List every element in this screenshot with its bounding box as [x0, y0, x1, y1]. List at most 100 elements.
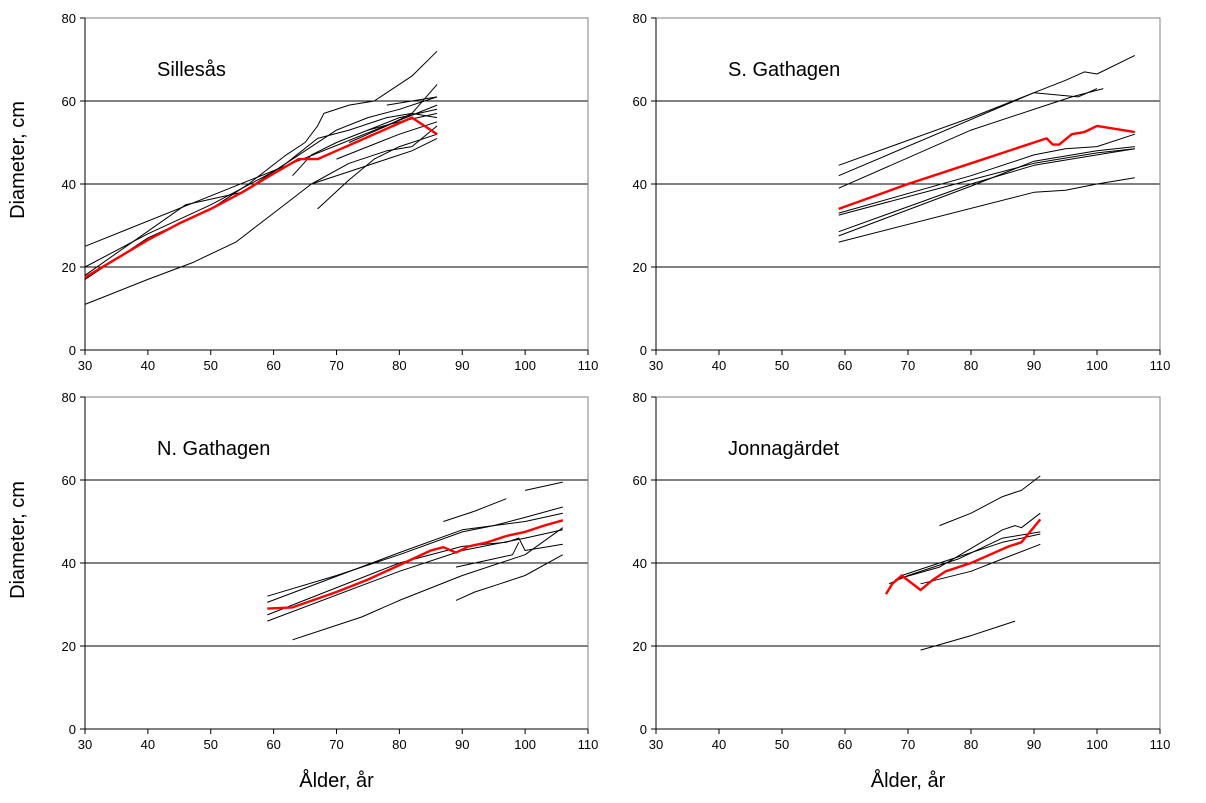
x-tick-label: 30 — [649, 358, 663, 373]
panel-title: Sillesås — [157, 59, 226, 81]
y-axis-title: Diameter, cm — [7, 481, 29, 599]
x-tick-label: 30 — [78, 358, 92, 373]
x-tick-label: 100 — [514, 358, 536, 373]
individual-series-line — [920, 620, 1016, 651]
individual-series-line — [84, 125, 438, 305]
individual-series-line — [838, 88, 1104, 189]
individual-series-line — [901, 533, 1041, 576]
x-tick-label: 70 — [329, 358, 343, 373]
individual-series-line — [267, 512, 563, 603]
y-tick-label: 60 — [633, 473, 647, 488]
individual-series-line — [838, 88, 1098, 177]
y-tick-label: 20 — [633, 639, 647, 654]
individual-series-line — [888, 531, 1041, 585]
individual-series-line — [267, 506, 563, 597]
x-tick-label: 100 — [1086, 737, 1108, 752]
y-tick-label: 0 — [69, 722, 76, 737]
y-tick-label: 40 — [633, 556, 647, 571]
x-tick-label: 80 — [964, 737, 978, 752]
x-tick-label: 100 — [1086, 358, 1108, 373]
individual-series-line — [920, 543, 1041, 585]
y-tick-label: 0 — [69, 343, 76, 358]
individual-series-line — [84, 96, 438, 268]
x-tick-label: 110 — [1150, 737, 1171, 752]
y-tick-label: 80 — [633, 390, 647, 405]
individual-series-line — [838, 54, 1136, 166]
panel-title: S. Gathagen — [728, 59, 840, 81]
x-tick-label: 50 — [775, 358, 789, 373]
x-tick-label: 40 — [141, 737, 155, 752]
chart-panel-2: 0 20 40 60 80 30 40 50 60 70 80 90 100 110 S. Gathagen — [633, 11, 1171, 373]
individual-series-line — [317, 133, 438, 210]
x-tick-label: 90 — [455, 737, 469, 752]
x-tick-label: 40 — [141, 358, 155, 373]
individual-series-line — [838, 148, 1135, 216]
x-tick-label: 60 — [838, 358, 852, 373]
individual-series-line — [336, 121, 438, 160]
individual-series-line — [838, 177, 1135, 243]
x-tick-label: 90 — [1027, 737, 1041, 752]
panel-title: N. Gathagen — [157, 438, 270, 460]
x-tick-label: 80 — [392, 358, 406, 373]
y-tick-label: 20 — [62, 260, 76, 275]
x-tick-label: 110 — [1150, 358, 1171, 373]
individual-series-line — [443, 498, 507, 522]
x-axis-title: Ålder, år — [871, 769, 946, 792]
individual-series-line — [838, 133, 1135, 214]
y-tick-label: 0 — [640, 343, 647, 358]
x-tick-label: 100 — [514, 737, 536, 752]
mean-series-line — [884, 518, 1042, 595]
individual-series-line — [838, 146, 1135, 237]
mean-series-line — [838, 124, 1135, 211]
x-tick-label: 40 — [712, 737, 726, 752]
individual-series-line — [367, 112, 438, 131]
individual-series-line — [838, 148, 1135, 233]
x-tick-label: 40 — [712, 358, 726, 373]
individual-series-line — [84, 104, 438, 247]
individual-series-line — [455, 542, 520, 568]
individual-series-line — [455, 554, 564, 601]
y-tick-label: 40 — [633, 177, 647, 192]
x-tick-label: 80 — [392, 737, 406, 752]
y-tick-label: 60 — [62, 94, 76, 109]
x-tick-label: 60 — [266, 358, 280, 373]
x-tick-label: 90 — [1027, 358, 1041, 373]
x-tick-label: 110 — [578, 358, 599, 373]
individual-series-line — [386, 96, 438, 106]
individual-series-line — [895, 512, 1041, 581]
y-tick-label: 20 — [62, 639, 76, 654]
x-tick-label: 80 — [964, 358, 978, 373]
y-tick-label: 40 — [62, 556, 76, 571]
x-tick-label: 70 — [901, 358, 915, 373]
individual-series-line — [348, 84, 438, 143]
y-tick-label: 40 — [62, 177, 76, 192]
x-tick-label: 50 — [775, 737, 789, 752]
chart-panel-1: 0 20 40 60 80 30 40 50 60 70 80 90 100 110 Sillesås Dia… — [7, 11, 598, 373]
individual-series-line — [524, 481, 563, 491]
x-tick-label: 50 — [204, 358, 218, 373]
x-tick-label: 70 — [901, 737, 915, 752]
individual-series-line — [84, 112, 438, 276]
individual-series-line — [311, 137, 438, 185]
y-axis-title: Diameter, cm — [7, 101, 29, 219]
x-tick-label: 110 — [578, 737, 599, 752]
y-tick-label: 80 — [633, 11, 647, 26]
individual-series-line — [939, 475, 1041, 527]
x-tick-label: 30 — [78, 737, 92, 752]
y-tick-label: 20 — [633, 260, 647, 275]
y-tick-label: 80 — [62, 11, 76, 26]
y-tick-label: 80 — [62, 390, 76, 405]
x-tick-label: 30 — [649, 737, 663, 752]
chart-panel-3: 0 20 40 60 80 30 40 50 60 70 80 90 100 110 N. Gathagen… — [7, 390, 598, 792]
y-tick-label: 60 — [62, 473, 76, 488]
mean-series-line — [267, 519, 564, 610]
x-tick-label: 60 — [838, 737, 852, 752]
x-tick-label: 60 — [266, 737, 280, 752]
x-tick-label: 50 — [204, 737, 218, 752]
x-tick-label: 90 — [455, 358, 469, 373]
y-tick-label: 60 — [633, 94, 647, 109]
mean-series-line — [84, 116, 438, 279]
chart-panel-4: 0 20 40 60 80 30 40 50 60 70 80 90 100 110 Jonnagärdet… — [633, 390, 1171, 792]
x-axis-title: Ålder, år — [299, 769, 374, 792]
